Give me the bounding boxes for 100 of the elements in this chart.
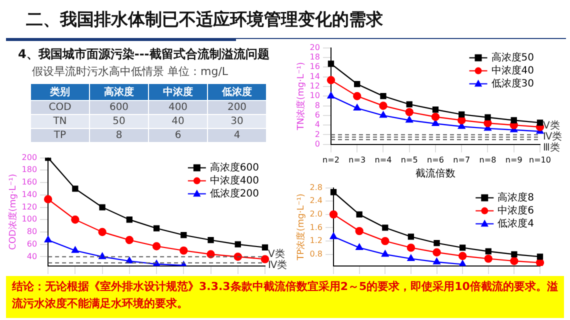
point [329, 210, 338, 219]
point [208, 236, 214, 244]
y-tick-label: 0.8 [310, 249, 323, 258]
data-label: 40 [148, 114, 208, 128]
y-tick-label: 12 [310, 82, 320, 91]
y-tick-label: 8 [314, 100, 320, 110]
point [432, 120, 440, 126]
x-tick-label: n=7 [453, 155, 470, 164]
x-tick-label: n=5 [400, 155, 418, 164]
ref-line-label: Ⅳ类 [543, 130, 562, 143]
x-tick-label: n=8 [479, 155, 496, 164]
y-tick-label: 6 [314, 110, 320, 120]
point [44, 236, 52, 242]
y-tick-label: TN [30, 114, 90, 128]
legend-label: 中浓度40 [491, 64, 534, 76]
y-tick-label: 1.2 [310, 236, 323, 246]
y-axis-title: COD浓度(mg·L⁻¹) [8, 174, 19, 250]
point [326, 76, 336, 84]
point [407, 254, 415, 262]
y-tick-label: 2.4 [310, 196, 323, 206]
point [72, 186, 78, 192]
point [152, 242, 161, 250]
point [510, 256, 518, 266]
data-label: 8 [90, 128, 148, 142]
ref-line-label: Ⅴ类 [543, 120, 560, 132]
point [379, 102, 388, 110]
point [234, 252, 242, 261]
data-label: 30 [208, 114, 266, 128]
point [485, 248, 492, 254]
point [353, 104, 361, 111]
legend-label: 高浓度600 [210, 161, 260, 174]
legend-label: 高浓度50 [491, 51, 534, 64]
point [98, 228, 106, 236]
x-tick-label: n=4 [374, 155, 392, 164]
point [99, 204, 106, 210]
data-label: 4 [208, 128, 266, 142]
point [327, 92, 335, 98]
y-tick-label: 120 [22, 202, 38, 212]
y-axis-title: TN浓度(mg·L⁻¹) [296, 62, 307, 132]
point [536, 254, 544, 260]
point [536, 120, 544, 126]
point [354, 80, 360, 88]
data-label: 600 [90, 100, 148, 114]
point [406, 116, 413, 123]
point [406, 101, 412, 108]
y-tick-label: TP [30, 128, 90, 142]
legend-label: 高浓度8 [498, 191, 534, 204]
chart-subtitle: 4、我国城市面源污染---截留式合流制溢流问题 [18, 46, 270, 63]
point [72, 246, 79, 253]
y-tick-label: 2 [314, 130, 320, 139]
legend-label: 中浓度6 [498, 204, 534, 216]
data-label: 400 [148, 100, 208, 114]
point [406, 244, 416, 252]
text: 假设旱流时污水高中低情景 单位：mg/L [32, 64, 228, 79]
point [510, 117, 517, 124]
point [408, 234, 414, 240]
y-tick-label: 80 [26, 227, 38, 236]
point [356, 211, 362, 218]
y-tick-label: 16 [310, 62, 320, 72]
ref-line-label: Ⅴ类 [268, 248, 285, 260]
y-tick-label: 180 [22, 165, 38, 174]
x-tick-label: n=2 [322, 155, 340, 164]
point [434, 240, 440, 246]
point [153, 225, 160, 232]
x-tick-label: 高浓度 [90, 84, 148, 100]
y-tick-label: 200 [22, 152, 38, 162]
point [511, 251, 518, 258]
point [125, 236, 134, 244]
point [458, 252, 467, 260]
y-tick-label: 100 [22, 214, 38, 224]
point [180, 246, 188, 255]
point [433, 258, 440, 264]
point [536, 258, 544, 266]
x-tick-label: 低浓度 [208, 84, 266, 100]
point [126, 216, 132, 223]
y-tick-label: 2.0 [310, 210, 323, 218]
point [458, 116, 466, 124]
y-tick-label: 40 [26, 252, 38, 261]
point [126, 256, 134, 264]
point [234, 241, 241, 248]
point [459, 244, 466, 251]
point [71, 216, 80, 224]
point [458, 111, 465, 118]
point [458, 260, 466, 266]
y-tick-label: 10 [310, 91, 320, 100]
text: 类别 [30, 84, 90, 100]
point [432, 106, 439, 113]
point [431, 112, 440, 121]
y-tick-label: 4 [314, 120, 320, 130]
legend-label: 中浓度400 [210, 174, 260, 186]
y-tick-label: 2.8 [310, 182, 323, 192]
point [330, 232, 338, 240]
point [98, 252, 106, 260]
y-tick-label: 0 [314, 139, 320, 148]
x-tick-label: n=3 [348, 155, 366, 164]
y-tick-label: 1.6 [310, 222, 323, 232]
data-label: 6 [148, 128, 208, 142]
point [382, 250, 389, 257]
x-tick-label: n=9 [505, 155, 522, 164]
point [432, 248, 441, 256]
